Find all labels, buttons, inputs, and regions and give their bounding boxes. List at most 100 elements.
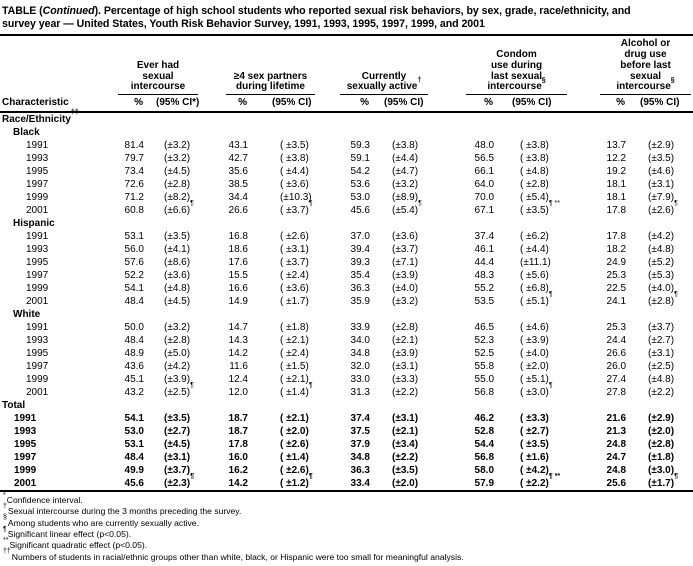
table-title-continued: Continued	[42, 5, 95, 17]
table-row: 1991 53.1 (±3.5) 16.8 ( ±2.6) 37.0 (±3.6) 37.4 (…	[0, 230, 693, 243]
table-title-text: Percentage of high school students who r…	[103, 5, 631, 17]
footnote-marker: *	[3, 491, 6, 499]
ci-value-cell: (±4.2)	[630, 230, 693, 243]
ci-value-text: (±2.8)	[392, 322, 419, 334]
percent-value-cell: 54.4	[474, 439, 495, 451]
ci-value-cell: ( ±2.2)¶ **	[498, 473, 574, 491]
table-row: 1993 48.4 (±2.8) 14.3 ( ±2.1) 34.0 (±2.1) 52.3 (…	[0, 334, 693, 347]
ci-value-text: ( ±4.4)	[520, 244, 549, 256]
footnote-marker: ¶	[190, 473, 194, 481]
column-group-label-text: sexual	[629, 70, 662, 82]
footnote-marker: †	[417, 76, 422, 84]
percent-value-cell: 48.4	[124, 335, 144, 347]
column-group-label-text: ≥4 sex partners	[233, 70, 308, 82]
ci-value-text: (±3.7)	[164, 465, 191, 477]
ci-value-text: (±11.1)	[520, 257, 551, 269]
percent-value-cell: 35.4	[350, 270, 370, 282]
table-row: 1991 81.4 (±3.2) 43.1 ( ±3.5) 59.3 (±3.8) 48.0 (…	[0, 139, 693, 152]
column-group-label-line: last sexual	[466, 71, 567, 83]
ci-column-header: (95% CI)	[640, 97, 680, 109]
ci-value-cell: ( ±1.2)¶	[252, 473, 340, 491]
table-title-prefix: TABLE (	[2, 5, 43, 17]
percent-value-cell: 52.8	[474, 426, 495, 438]
ci-value-cell: (±8.2)	[148, 191, 226, 204]
percent-column-header: %	[134, 97, 143, 109]
column-group-label-line: Condom	[466, 48, 567, 61]
column-group-label-line: Currently	[340, 71, 428, 83]
ci-value-cell: (±3.6)	[374, 230, 448, 243]
percent-value-cell: 58.0	[474, 465, 495, 477]
ci-value-cell: ( ±2.4)	[252, 269, 340, 282]
footnote: **Significant quadratic effect (p<0.05).	[3, 537, 691, 551]
ci-value-text: (±3.5)	[164, 231, 191, 243]
footnote-marker: †	[3, 503, 7, 511]
ci-value-text: (±3.6)	[392, 231, 419, 243]
ci-value-cell: (±5.3)	[630, 269, 693, 282]
column-group-underline-wrap: Currently sexually active†	[340, 71, 429, 96]
ci-value-cell: ( ±5.4)	[498, 191, 574, 204]
percent-value-cell: 16.6	[228, 283, 248, 295]
footnote-marker: ¶	[190, 200, 194, 208]
ci-value-text: ( ±3.9)	[520, 335, 549, 347]
ci-column-header: (95% CI)	[384, 97, 424, 109]
ci-value-text: ( ±2.1)	[280, 335, 309, 347]
percent-value-cell: 17.8	[606, 231, 627, 243]
ci-value-cell: ( ±3.8)	[252, 152, 340, 165]
ci-value-text: (±8.6)	[164, 257, 191, 269]
percent-value-cell: 25.3	[606, 322, 627, 334]
ci-value-cell: ( ±3.6)	[252, 178, 340, 191]
ci-value-cell: (±3.2)	[374, 178, 448, 191]
ci-value-cell: ( ±4.6)	[498, 321, 574, 334]
row-label-year: 1995	[26, 348, 49, 360]
row-label-year: 1993	[26, 335, 49, 347]
ci-value-cell: (±3.1)	[148, 451, 226, 464]
ci-value-cell: ( ±2.1)	[252, 412, 340, 425]
ci-value-cell: ( ±2.8)	[498, 178, 574, 191]
ci-value-text: ( ±5.1)	[520, 296, 549, 308]
table-body: Race/Ethnicity†† Black 1991 81.4 (±3.2) 43.1(…	[0, 109, 693, 492]
column-group-header: Currently sexually active†	[340, 35, 448, 96]
ci-value-text: (±2.8)	[164, 335, 191, 347]
table-title-suffix: ).	[94, 5, 104, 17]
footnotes: *Confidence interval. †Sexual intercourse…	[0, 492, 693, 563]
ci-value-text: (±2.5)	[648, 361, 675, 373]
row-label-year: 1993	[26, 244, 49, 256]
ci-value-text: (±3.2)	[392, 179, 419, 191]
ci-value-text: (±4.0)	[392, 283, 419, 295]
percent-value-cell: 33.0	[350, 374, 370, 386]
column-group-header: ≥4 sex partners during lifetime	[226, 35, 340, 96]
percent-value-cell: 14.2	[228, 478, 248, 490]
ci-value-text: ( ±1.4)	[280, 387, 309, 399]
column-group-label-text: sexually active	[346, 81, 418, 93]
column-group-label-text: Condom	[496, 48, 537, 60]
footnote-text: Among students who are currently sexuall…	[7, 517, 199, 528]
ci-value-cell: ( ±3.7)	[252, 256, 340, 269]
ci-value-cell: (±8.6)	[148, 256, 226, 269]
row-label-year: 1999	[26, 374, 49, 386]
percent-value-cell: 37.0	[350, 231, 370, 243]
column-group-row: Characteristic Ever had sexual intercourse…	[0, 35, 693, 108]
percent-value-cell: 11.6	[229, 361, 248, 373]
ci-value-text: (±3.9)	[164, 374, 191, 386]
percent-value-cell: 54.1	[124, 413, 144, 425]
ci-value-cell: (±2.2)	[630, 386, 693, 399]
column-group-label-line: intercourse	[118, 81, 198, 93]
ci-value-text: ( ±3.5)	[520, 439, 549, 451]
footnote-marker: ¶ **	[548, 200, 560, 208]
table-row: 1995 48.9 (±5.0) 14.2 ( ±2.4) 34.8 (±3.9) 52.5 (…	[0, 347, 693, 360]
ci-value-cell: (±4.8)	[148, 282, 226, 295]
ci-value-cell: ( ±1.6)	[498, 451, 574, 464]
footnote-text: Significant quadratic effect (p<0.05).	[9, 540, 148, 551]
percent-value-cell: 37.4	[474, 231, 495, 243]
ci-value-cell: (±6.6)¶	[148, 200, 226, 217]
ci-value-text: (±3.5)	[164, 413, 191, 425]
footnote-text: Numbers of students in racial/ethnic gro…	[11, 551, 464, 562]
section-label: White	[13, 309, 41, 321]
ci-value-cell: ( ±3.0)¶	[498, 382, 574, 399]
section-label: Hispanic	[13, 218, 55, 230]
ci-value-text: ( ±5.4)	[520, 192, 549, 204]
percent-value-cell: 32.0	[350, 361, 370, 373]
footnote: ¶Significant linear effect (p<0.05).	[3, 526, 691, 540]
ci-value-text: (±2.2)	[392, 452, 419, 464]
ci-value-text: (±3.7)	[392, 244, 419, 256]
